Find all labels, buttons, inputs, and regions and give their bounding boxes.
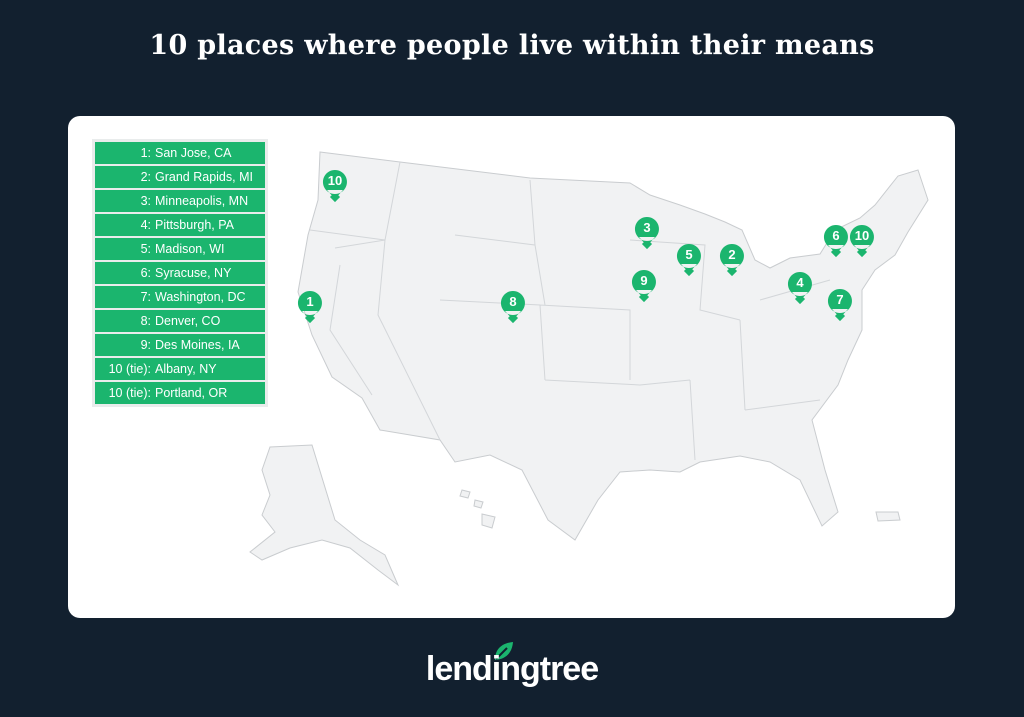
legend-rank: 9:	[140, 338, 151, 352]
legend-place: Des Moines, IA	[155, 338, 240, 352]
legend-rank: 10 (tie):	[108, 386, 151, 400]
legend-place: Madison, WI	[155, 242, 225, 256]
map-pin-icon	[823, 225, 848, 258]
legend-row: 8: Denver, CO	[95, 310, 265, 332]
legend-place: Albany, NY	[155, 362, 217, 376]
alaska	[249, 444, 400, 587]
marker-label: 10	[854, 228, 870, 243]
legend-row: 9: Des Moines, IA	[95, 334, 265, 356]
map-marker[interactable]: 10	[849, 224, 875, 258]
map-pin-icon	[849, 225, 874, 258]
map-marker[interactable]: 6	[823, 224, 849, 258]
map-pin-icon	[787, 272, 812, 305]
hawaii-3	[481, 513, 496, 529]
legend-place: Grand Rapids, MI	[155, 170, 253, 184]
legend-place: Washington, DC	[155, 290, 246, 304]
marker-label: 8	[509, 294, 517, 309]
map-marker[interactable]: 8	[500, 290, 526, 324]
legend-row: 10 (tie): Albany, NY	[95, 358, 265, 380]
legend-rank: 4:	[140, 218, 151, 232]
legend-place: San Jose, CA	[155, 146, 232, 160]
map-marker[interactable]: 9	[631, 269, 657, 303]
map-pin-icon	[827, 289, 852, 322]
page-title: 10 places where people live within their…	[149, 30, 875, 61]
map-marker[interactable]: 1	[297, 290, 323, 324]
legend-row: 7: Washington, DC	[95, 286, 265, 308]
legend-row: 2: Grand Rapids, MI	[95, 166, 265, 188]
puerto-rico	[875, 511, 901, 522]
lendingtree-logo: lendingtree	[425, 650, 599, 688]
legend-rank: 10 (tie):	[108, 362, 151, 376]
map-marker[interactable]: 7	[827, 288, 853, 322]
legend-rank: 2:	[140, 170, 151, 184]
legend-place: Pittsburgh, PA	[155, 218, 234, 232]
legend-place: Syracuse, NY	[155, 266, 232, 280]
legend-row: 10 (tie): Portland, OR	[95, 382, 265, 404]
map-pin-icon	[500, 291, 525, 324]
map-pin-icon	[634, 217, 659, 250]
marker-label: 3	[643, 220, 651, 235]
marker-label: 7	[836, 292, 844, 307]
legend-row: 6: Syracuse, NY	[95, 262, 265, 284]
map-pin-icon	[322, 170, 347, 203]
map-pin-icon	[297, 291, 322, 324]
legend-rank: 1:	[140, 146, 151, 160]
map-marker[interactable]: 4	[787, 271, 813, 305]
marker-label: 5	[685, 247, 693, 262]
legend-row: 4: Pittsburgh, PA	[95, 214, 265, 236]
map-pin-icon	[676, 244, 701, 277]
legend-rank: 3:	[140, 194, 151, 208]
legend-row: 5: Madison, WI	[95, 238, 265, 260]
leaf-logo-icon	[495, 642, 513, 660]
map-marker[interactable]: 10	[322, 169, 348, 203]
state-lines	[309, 161, 831, 461]
legend-row: 3: Minneapolis, MN	[95, 190, 265, 212]
marker-label: 2	[728, 247, 736, 262]
hawaii	[459, 489, 471, 499]
legend-place: Portland, OR	[155, 386, 228, 400]
marker-label: 9	[640, 273, 648, 288]
marker-label: 6	[832, 228, 840, 243]
rank-legend: 1: San Jose, CA 2: Grand Rapids, MI 3: Minnea…	[92, 139, 268, 407]
legend-rank: 5:	[140, 242, 151, 256]
map-marker[interactable]: 5	[676, 243, 702, 277]
map-marker[interactable]: 3	[634, 216, 660, 250]
marker-label: 10	[327, 173, 343, 188]
legend-rank: 7:	[140, 290, 151, 304]
legend-row: 1: San Jose, CA	[95, 142, 265, 164]
legend-place: Denver, CO	[155, 314, 221, 328]
legend-place: Minneapolis, MN	[155, 194, 249, 208]
contiguous-us	[297, 151, 929, 541]
map-pin-icon	[631, 270, 656, 303]
legend-rank: 6:	[140, 266, 151, 280]
hawaii-2	[473, 499, 484, 509]
marker-label: 1	[306, 294, 314, 309]
map-pin-icon	[719, 244, 744, 277]
map-marker[interactable]: 2	[719, 243, 745, 277]
legend-rank: 8:	[140, 314, 151, 328]
marker-label: 4	[796, 275, 804, 290]
